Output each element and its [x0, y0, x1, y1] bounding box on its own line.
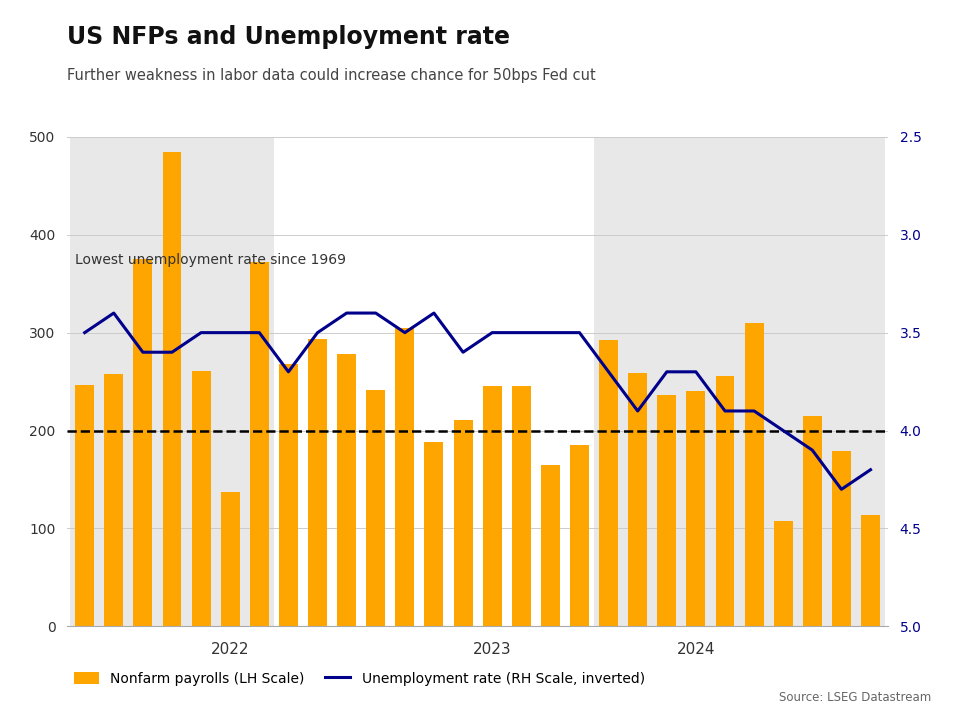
Bar	[570, 445, 588, 626]
Bar	[628, 373, 647, 626]
Bar	[192, 371, 210, 626]
Bar	[832, 451, 851, 626]
Text: Lowest unemployment rate since 1969: Lowest unemployment rate since 1969	[76, 253, 347, 266]
Bar	[483, 385, 502, 626]
Text: Source: LSEG Datastream: Source: LSEG Datastream	[779, 691, 931, 704]
Bar	[594, 137, 885, 626]
Bar	[658, 395, 676, 626]
Bar	[133, 259, 153, 626]
Bar	[861, 515, 880, 626]
Bar	[396, 328, 415, 626]
Bar	[803, 416, 822, 626]
Bar	[686, 392, 706, 626]
Bar	[70, 137, 274, 626]
Bar	[105, 374, 123, 626]
Bar	[337, 354, 356, 626]
Bar	[162, 153, 181, 626]
Bar	[221, 492, 240, 626]
Text: US NFPs and Unemployment rate: US NFPs and Unemployment rate	[67, 25, 510, 49]
Bar	[745, 323, 763, 626]
Bar	[250, 262, 269, 626]
Bar	[512, 387, 531, 626]
Bar	[308, 340, 327, 626]
Bar	[715, 376, 734, 626]
Bar	[540, 465, 560, 626]
Bar	[424, 442, 444, 626]
Bar	[774, 521, 793, 626]
Bar	[367, 390, 385, 626]
Bar	[599, 341, 618, 626]
Legend: Nonfarm payrolls (LH Scale), Unemployment rate (RH Scale, inverted): Nonfarm payrolls (LH Scale), Unemploymen…	[74, 672, 645, 685]
Bar	[279, 364, 298, 626]
Bar	[453, 420, 472, 626]
Bar	[75, 384, 94, 626]
Text: Further weakness in labor data could increase chance for 50bps Fed cut: Further weakness in labor data could inc…	[67, 68, 596, 84]
